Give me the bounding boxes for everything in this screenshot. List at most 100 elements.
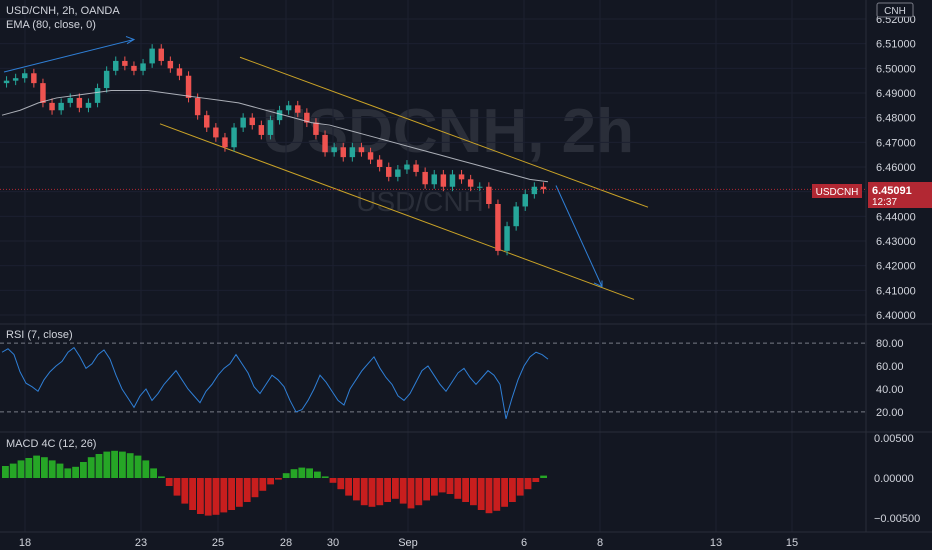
channel-lower-line[interactable] <box>159 123 635 300</box>
macd-bar[interactable] <box>48 460 56 478</box>
macd-bar[interactable] <box>150 468 157 478</box>
macd-bar[interactable] <box>493 478 501 511</box>
macd-bar[interactable] <box>103 451 111 478</box>
macd-bar[interactable] <box>314 471 321 478</box>
macd-legend[interactable]: MACD 4C (12, 26) <box>6 438 96 450</box>
macd-bar[interactable] <box>56 463 64 478</box>
candle-body[interactable] <box>331 147 337 153</box>
candle-body[interactable] <box>267 120 274 135</box>
candle-body[interactable] <box>213 127 219 138</box>
price-pane[interactable] <box>0 36 866 300</box>
candle-body[interactable] <box>449 174 456 187</box>
macd-bar[interactable] <box>126 453 134 478</box>
macd-bar[interactable] <box>119 451 126 478</box>
candle-body[interactable] <box>386 167 392 177</box>
ema-legend[interactable]: EMA (80, close, 0) <box>6 19 96 31</box>
macd-bar[interactable] <box>321 476 329 478</box>
macd-bar[interactable] <box>376 478 384 506</box>
macd-bar[interactable] <box>353 478 360 501</box>
candle-body[interactable] <box>340 147 346 158</box>
candle-body[interactable] <box>258 125 265 135</box>
symbol-legend[interactable]: USD/CNH, 2h, OANDA <box>6 5 120 17</box>
candle-body[interactable] <box>231 127 237 148</box>
candle-body[interactable] <box>422 171 428 185</box>
macd-bar[interactable] <box>181 478 189 504</box>
candle-body[interactable] <box>285 105 292 111</box>
candle-body[interactable] <box>194 97 201 116</box>
candle-body[interactable] <box>540 186 547 190</box>
macd-bar[interactable] <box>80 462 87 478</box>
macd-bar[interactable] <box>462 478 469 502</box>
candle-body[interactable] <box>76 97 83 108</box>
macd-bar[interactable] <box>298 467 306 478</box>
candle-body[interactable] <box>276 110 283 121</box>
candle-body[interactable] <box>367 152 374 160</box>
candle-body[interactable] <box>158 48 164 61</box>
macd-bar[interactable] <box>41 457 48 478</box>
candle-body[interactable] <box>12 78 19 81</box>
candle-body[interactable] <box>458 174 465 180</box>
macd-bar[interactable] <box>282 473 290 478</box>
candle-body[interactable] <box>522 194 528 207</box>
rsi-legend[interactable]: RSI (7, close) <box>6 329 73 341</box>
macd-bar[interactable] <box>275 478 282 480</box>
macd-bar[interactable] <box>251 478 259 498</box>
macd-bar[interactable] <box>134 455 142 478</box>
candle-body[interactable] <box>477 186 483 188</box>
macd-bar[interactable] <box>345 478 352 496</box>
candle-body[interactable] <box>404 164 410 170</box>
candle-body[interactable] <box>149 48 155 64</box>
candle-body[interactable] <box>40 83 46 103</box>
candle-body[interactable] <box>249 117 255 126</box>
candle-body[interactable] <box>85 102 92 108</box>
macd-bar[interactable] <box>470 478 477 506</box>
macd-bar[interactable] <box>438 478 446 493</box>
macd-bar[interactable] <box>87 457 95 478</box>
candle-body[interactable] <box>240 117 246 128</box>
macd-bar[interactable] <box>446 478 454 494</box>
candle-body[interactable] <box>304 112 310 123</box>
candle-body[interactable] <box>349 147 356 158</box>
macd-bar[interactable] <box>197 478 204 514</box>
channel-upper-line[interactable] <box>239 56 649 208</box>
macd-bar[interactable] <box>399 478 407 504</box>
macd-bar[interactable] <box>173 478 181 496</box>
currency-tag-box[interactable] <box>876 2 914 18</box>
trend-arrow-head[interactable] <box>125 36 136 45</box>
macd-bar[interactable] <box>267 478 274 485</box>
trend-arrow-line[interactable] <box>3 38 135 73</box>
candle-body[interactable] <box>376 159 383 167</box>
macd-bar[interactable] <box>158 476 165 478</box>
candle-body[interactable] <box>295 105 301 113</box>
candle-body[interactable] <box>495 204 501 251</box>
candle-body[interactable] <box>313 122 319 135</box>
macd-bar[interactable] <box>516 478 524 496</box>
candle-body[interactable] <box>413 164 419 172</box>
macd-bar[interactable] <box>111 450 118 478</box>
macd-bar[interactable] <box>306 468 313 478</box>
forecast-arrow-head[interactable] <box>593 280 603 288</box>
candle-body[interactable] <box>3 80 10 84</box>
candle-body[interactable] <box>440 174 447 187</box>
candle-body[interactable] <box>140 63 146 71</box>
macd-bar[interactable] <box>204 478 212 516</box>
macd-bar[interactable] <box>25 458 33 478</box>
macd-bar[interactable] <box>2 466 9 478</box>
candle-body[interactable] <box>22 73 28 79</box>
macd-bar[interactable] <box>501 478 508 507</box>
macd-bar[interactable] <box>540 475 547 478</box>
candle-body[interactable] <box>176 68 183 76</box>
macd-bar[interactable] <box>392 478 399 499</box>
macd-bar[interactable] <box>17 460 25 478</box>
candle-body[interactable] <box>67 97 73 103</box>
macd-bar[interactable] <box>337 478 345 490</box>
macd-bar[interactable] <box>384 478 391 502</box>
macd-bar[interactable] <box>9 463 17 478</box>
candle-body[interactable] <box>103 70 110 89</box>
candle-body[interactable] <box>222 137 228 148</box>
macd-bar[interactable] <box>415 478 423 506</box>
macd-bar[interactable] <box>72 466 79 478</box>
macd-bar[interactable] <box>259 478 267 491</box>
macd-bar[interactable] <box>368 478 376 507</box>
